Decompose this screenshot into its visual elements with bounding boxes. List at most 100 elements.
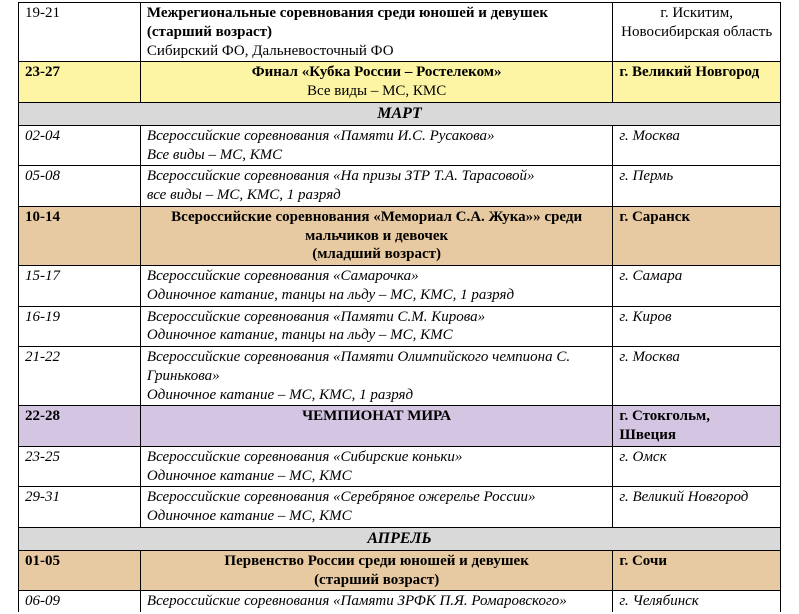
- text-line: Всероссийские соревнования «Самарочка»: [147, 267, 606, 286]
- location-cell: г. Пермь: [613, 166, 781, 207]
- table-row: 10-14 Всероссийские соревнования «Мемориа…: [19, 206, 781, 265]
- table-row: 05-08 Всероссийские соревнования «На приз…: [19, 166, 781, 207]
- text-line: Первенство России среди юношей и девушек: [147, 552, 606, 571]
- text-line: все виды – МС, КМС, 1 разряд: [147, 186, 606, 205]
- location-cell: г. Москва: [613, 125, 781, 166]
- location-cell: г. Великий Новгород: [613, 487, 781, 528]
- text-line: (младший возраст): [147, 245, 606, 264]
- text-line: г. Пермь: [619, 167, 774, 186]
- dates-cell: 05-08: [19, 166, 141, 207]
- dates-cell: 15-17: [19, 266, 141, 307]
- event-cell: Межрегиональные соревнования среди юноше…: [140, 3, 612, 62]
- text-line: г. Великий Новгород: [619, 63, 774, 82]
- dates-cell: 23-27: [19, 62, 141, 103]
- location-cell: г. Самара: [613, 266, 781, 307]
- dates-cell: 06-09: [19, 591, 141, 612]
- table-row: 16-19 Всероссийские соревнования «Памяти …: [19, 306, 781, 347]
- text-line: г. Сочи: [619, 552, 774, 571]
- text-line: г. Великий Новгород: [619, 488, 774, 507]
- location-cell: г. Москва: [613, 347, 781, 406]
- text-line: Одиночное катание – МС, КМС: [147, 467, 606, 486]
- dates-text: 15-17: [25, 268, 60, 284]
- dates-text: 23-27: [25, 64, 60, 80]
- text-line: Одиночное катание, танцы на льду – МС, К…: [147, 286, 606, 305]
- event-cell: Всероссийские соревнования «Памяти И.С. …: [140, 125, 612, 166]
- text-line: Всероссийские соревнования «Памяти С.М. …: [147, 308, 606, 327]
- text-line: Всероссийские соревнования «Памяти ЗРФК …: [147, 592, 606, 611]
- text-line: г. Москва: [619, 348, 774, 367]
- text-line: г. Киров: [619, 308, 774, 327]
- event-cell: Всероссийские соревнования «Серебряное о…: [140, 487, 612, 528]
- text-line: Всероссийские соревнования «Сибирские ко…: [147, 448, 606, 467]
- dates-cell: 23-25: [19, 446, 141, 487]
- text-line: Одиночное катание – МС, КМС: [147, 507, 606, 526]
- dates-text: 21-22: [25, 349, 60, 365]
- event-cell: Всероссийские соревнования «Самарочка»Од…: [140, 266, 612, 307]
- text-line: г. Стокгольм,: [619, 407, 774, 426]
- text-line: г. Самара: [619, 267, 774, 286]
- table-row: 06-09 Всероссийские соревнования «Памяти …: [19, 591, 781, 612]
- event-cell: Финал «Кубка России – Ростелеком»Все вид…: [140, 62, 612, 103]
- month-header: АПРЕЛЬ: [19, 527, 781, 550]
- dates-text: 10-14: [25, 209, 60, 225]
- location-cell: г. Киров: [613, 306, 781, 347]
- event-cell: Всероссийские соревнования «Сибирские ко…: [140, 446, 612, 487]
- dates-text: 19-21: [25, 5, 60, 21]
- location-cell: г. Омск: [613, 446, 781, 487]
- location-cell: г. Сочи: [613, 550, 781, 591]
- event-cell: Всероссийские соревнования «Памяти С.М. …: [140, 306, 612, 347]
- dates-text: 16-19: [25, 309, 60, 325]
- location-cell: г. Челябинск: [613, 591, 781, 612]
- month-header: МАРТ: [19, 102, 781, 125]
- dates-cell: 29-31: [19, 487, 141, 528]
- dates-cell: 10-14: [19, 206, 141, 265]
- text-line: ЧЕМПИОНАТ МИРА: [147, 407, 606, 426]
- table-row: 22-28 ЧЕМПИОНАТ МИРА г. Стокгольм,Швеция: [19, 406, 781, 447]
- text-line: г. Саранск: [619, 208, 774, 227]
- dates-cell: 19-21: [19, 3, 141, 62]
- dates-text: 29-31: [25, 489, 60, 505]
- dates-text: 01-05: [25, 553, 60, 569]
- text-line: Финал «Кубка России – Ростелеком»: [147, 63, 606, 82]
- text-line: Швеция: [619, 426, 774, 445]
- dates-text: 23-25: [25, 449, 60, 465]
- text-line: г. Омск: [619, 448, 774, 467]
- location-cell: г. Искитим, Новосибирская область: [613, 3, 781, 62]
- table-row: 02-04 Всероссийские соревнования «Памяти …: [19, 125, 781, 166]
- table-row: 23-27 Финал «Кубка России – Ростелеком»Вс…: [19, 62, 781, 103]
- text-line: Всероссийские соревнования «Мемориал С.А…: [147, 208, 606, 246]
- event-cell: Всероссийские соревнования «Памяти ЗРФК …: [140, 591, 612, 612]
- dates-text: 02-04: [25, 128, 60, 144]
- text-line: Все виды – МС, КМС: [147, 82, 606, 101]
- dates-text: 22-28: [25, 408, 60, 424]
- dates-cell: 21-22: [19, 347, 141, 406]
- event-cell: Всероссийские соревнования «Мемориал С.А…: [140, 206, 612, 265]
- event-cell: Первенство России среди юношей и девушек…: [140, 550, 612, 591]
- text-line: Всероссийские соревнования «На призы ЗТР…: [147, 167, 606, 186]
- dates-cell: 02-04: [19, 125, 141, 166]
- text-line: Всероссийские соревнования «Памяти И.С. …: [147, 127, 606, 146]
- dates-cell: 16-19: [19, 306, 141, 347]
- table-row: 23-25 Всероссийские соревнования «Сибирск…: [19, 446, 781, 487]
- table-row: 19-21 Межрегиональные соревнования среди …: [19, 3, 781, 62]
- table-row: 15-17 Всероссийские соревнования «Самароч…: [19, 266, 781, 307]
- text-line: г. Искитим, Новосибирская область: [619, 4, 774, 42]
- text-line: Межрегиональные соревнования среди юноше…: [147, 4, 606, 42]
- location-cell: г. Великий Новгород: [613, 62, 781, 103]
- text-line: Одиночное катание, танцы на льду – МС, К…: [147, 326, 606, 345]
- text-line: г. Москва: [619, 127, 774, 146]
- location-cell: г. Стокгольм,Швеция: [613, 406, 781, 447]
- table-row: АПРЕЛЬ: [19, 527, 781, 550]
- text-line: Сибирский ФО, Дальневосточный ФО: [147, 42, 606, 61]
- table-row: МАРТ: [19, 102, 781, 125]
- location-cell: г. Саранск: [613, 206, 781, 265]
- text-line: Все виды – МС, КМС: [147, 146, 606, 165]
- event-cell: Всероссийские соревнования «На призы ЗТР…: [140, 166, 612, 207]
- schedule-table: 19-21 Межрегиональные соревнования среди …: [18, 2, 781, 612]
- dates-text: 06-09: [25, 593, 60, 609]
- table-row: 21-22 Всероссийские соревнования «Памяти …: [19, 347, 781, 406]
- text-line: Всероссийские соревнования «Памяти Олимп…: [147, 348, 606, 386]
- dates-cell: 22-28: [19, 406, 141, 447]
- dates-text: 05-08: [25, 168, 60, 184]
- text-line: Всероссийские соревнования «Серебряное о…: [147, 488, 606, 507]
